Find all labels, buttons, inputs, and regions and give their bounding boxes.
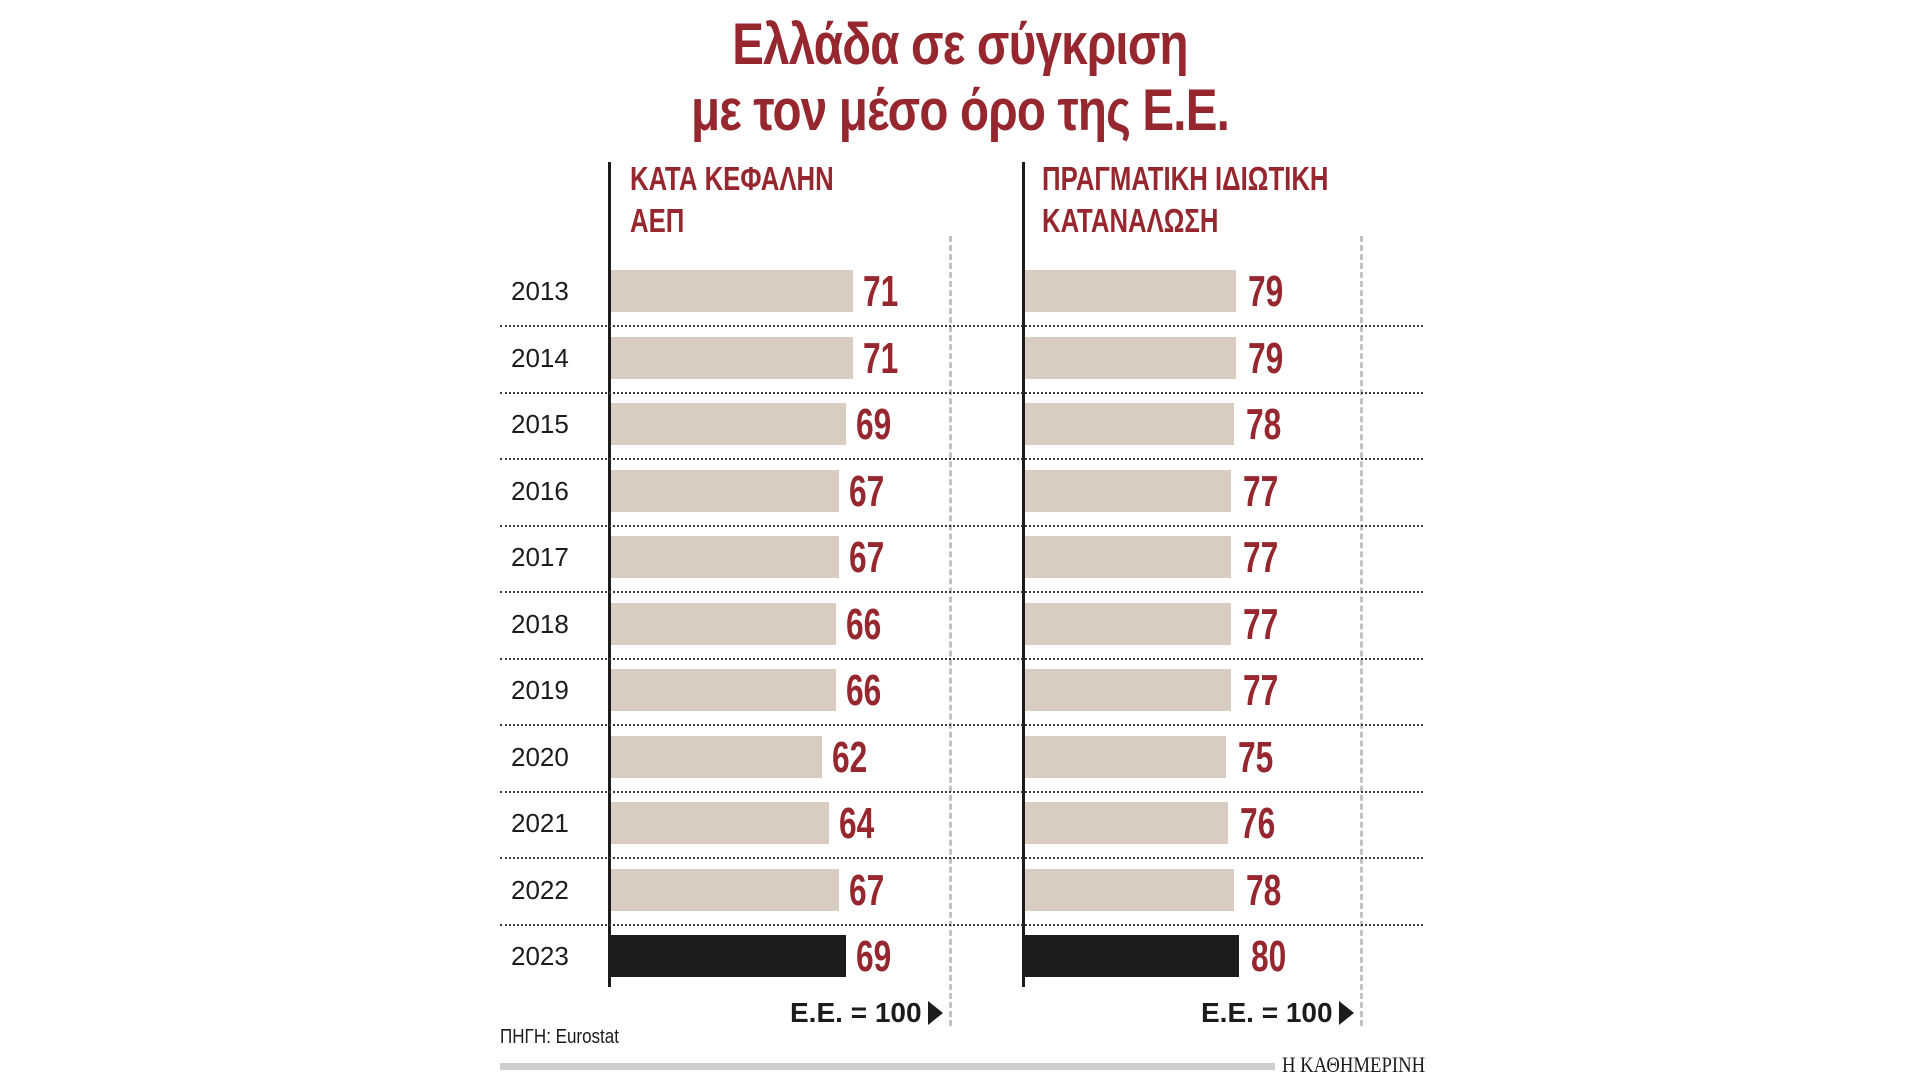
- chart-title-line-2: με τον μέσο όρο της Ε.Ε.: [690, 78, 1230, 143]
- row-separator: [500, 458, 1423, 460]
- gdp-value-label: 67: [849, 533, 885, 582]
- gdp-value-label: 67: [849, 466, 885, 516]
- panel-gdp-heading-line-1: ΚΑΤΑ ΚΕΦΑΛΗΝ: [630, 160, 834, 197]
- publisher-brand: Η ΚΑΘΗΜΕΡΙΝΗ: [1282, 1052, 1426, 1077]
- row-separator: [500, 790, 1423, 793]
- consumption-bar: [1025, 669, 1232, 711]
- gdp-value-label: 66: [846, 666, 882, 715]
- gdp-value-label: 71: [863, 267, 899, 316]
- consumption-bar: [1025, 469, 1232, 512]
- row-separator: [500, 591, 1423, 593]
- consumption-value-label: 79: [1248, 333, 1284, 383]
- row-separator: [500, 325, 1423, 327]
- consumption-bar: [1025, 336, 1237, 379]
- gdp-bar: [611, 403, 847, 445]
- gdp-value-label: 62: [832, 732, 868, 782]
- consumption-bar: [1025, 802, 1229, 844]
- gdp-bar: [611, 868, 840, 911]
- year-label: 2021: [511, 808, 569, 838]
- gdp-value-label: 69: [856, 932, 892, 981]
- year-label: 2015: [511, 409, 569, 439]
- year-label: 2020: [511, 741, 569, 772]
- consumption-eu100-reference-line: [1360, 236, 1363, 1026]
- row-separator: [500, 724, 1423, 726]
- consumption-value-label: 78: [1245, 865, 1282, 915]
- gdp-bar: [611, 935, 847, 977]
- consumption-value-label: 78: [1245, 400, 1282, 449]
- gdp-bar: [611, 602, 837, 645]
- year-label: 2018: [511, 608, 569, 639]
- consumption-bar: [1025, 868, 1234, 911]
- consumption-value-label: 77: [1243, 466, 1279, 516]
- triangle-right-icon: [1338, 1000, 1354, 1025]
- year-label: 2023: [511, 941, 569, 971]
- row-separator: [500, 391, 1423, 394]
- year-label: 2014: [511, 342, 569, 373]
- row-separator: [500, 857, 1423, 859]
- consumption-bar: [1025, 403, 1234, 445]
- year-label: 2017: [511, 542, 569, 572]
- consumption-value-label: 80: [1251, 932, 1287, 981]
- gdp-bar: [611, 802, 830, 844]
- consumption-bar: [1025, 935, 1240, 977]
- year-label: 2016: [511, 475, 569, 506]
- gdp-bar: [611, 669, 837, 711]
- year-label: 2022: [511, 874, 569, 905]
- consumption-value-label: 77: [1243, 533, 1279, 582]
- consumption-bar: [1025, 735, 1226, 778]
- panel-gdp-heading-line-2: ΑΕΠ: [630, 202, 685, 239]
- year-label: 2013: [511, 276, 569, 306]
- gdp-eu100-reference-line: [949, 236, 952, 1026]
- consumption-reference-label: Ε.Ε. = 100: [1201, 996, 1354, 1030]
- consumption-bar: [1025, 536, 1232, 578]
- consumption-value-label: 77: [1243, 599, 1279, 649]
- chart-title-line-1: Ελλάδα σε σύγκριση: [732, 12, 1188, 77]
- gdp-bar: [611, 336, 854, 379]
- panel-consumption-heading-line-2: ΚΑΤΑΝΑΛΩΣΗ: [1042, 202, 1219, 239]
- row-separator: [500, 657, 1423, 660]
- consumption-bar: [1025, 270, 1237, 312]
- gdp-bar: [611, 270, 854, 312]
- consumption-value-label: 79: [1248, 267, 1284, 316]
- gdp-value-label: 71: [863, 333, 899, 383]
- consumption-value-label: 76: [1240, 799, 1276, 848]
- consumption-axis-line: [1022, 162, 1025, 987]
- gdp-reference-label: Ε.Ε. = 100: [790, 996, 943, 1030]
- gdp-value-label: 67: [849, 865, 885, 915]
- row-separator: [500, 923, 1423, 926]
- source-note: ΠΗΓΗ: Eurostat: [500, 1026, 619, 1048]
- consumption-reference-text: Ε.Ε. = 100: [1201, 997, 1333, 1028]
- footer-rule: [500, 1063, 1275, 1070]
- gdp-bar: [611, 735, 823, 778]
- gdp-value-label: 69: [856, 400, 892, 449]
- consumption-value-label: 77: [1243, 666, 1279, 715]
- gdp-axis-line: [608, 162, 611, 987]
- row-separator: [500, 524, 1423, 527]
- triangle-right-icon: [927, 1000, 943, 1025]
- panel-consumption-heading-line-1: ΠΡΑΓΜΑΤΙΚΗ ΙΔΙΩΤΙΚΗ: [1042, 160, 1329, 197]
- year-label: 2019: [511, 675, 569, 705]
- consumption-value-label: 75: [1237, 732, 1273, 782]
- consumption-bar: [1025, 602, 1232, 645]
- gdp-bar: [611, 536, 840, 578]
- gdp-bar: [611, 469, 840, 512]
- gdp-value-label: 66: [846, 599, 882, 649]
- gdp-reference-text: Ε.Ε. = 100: [790, 997, 922, 1028]
- gdp-value-label: 64: [839, 799, 875, 848]
